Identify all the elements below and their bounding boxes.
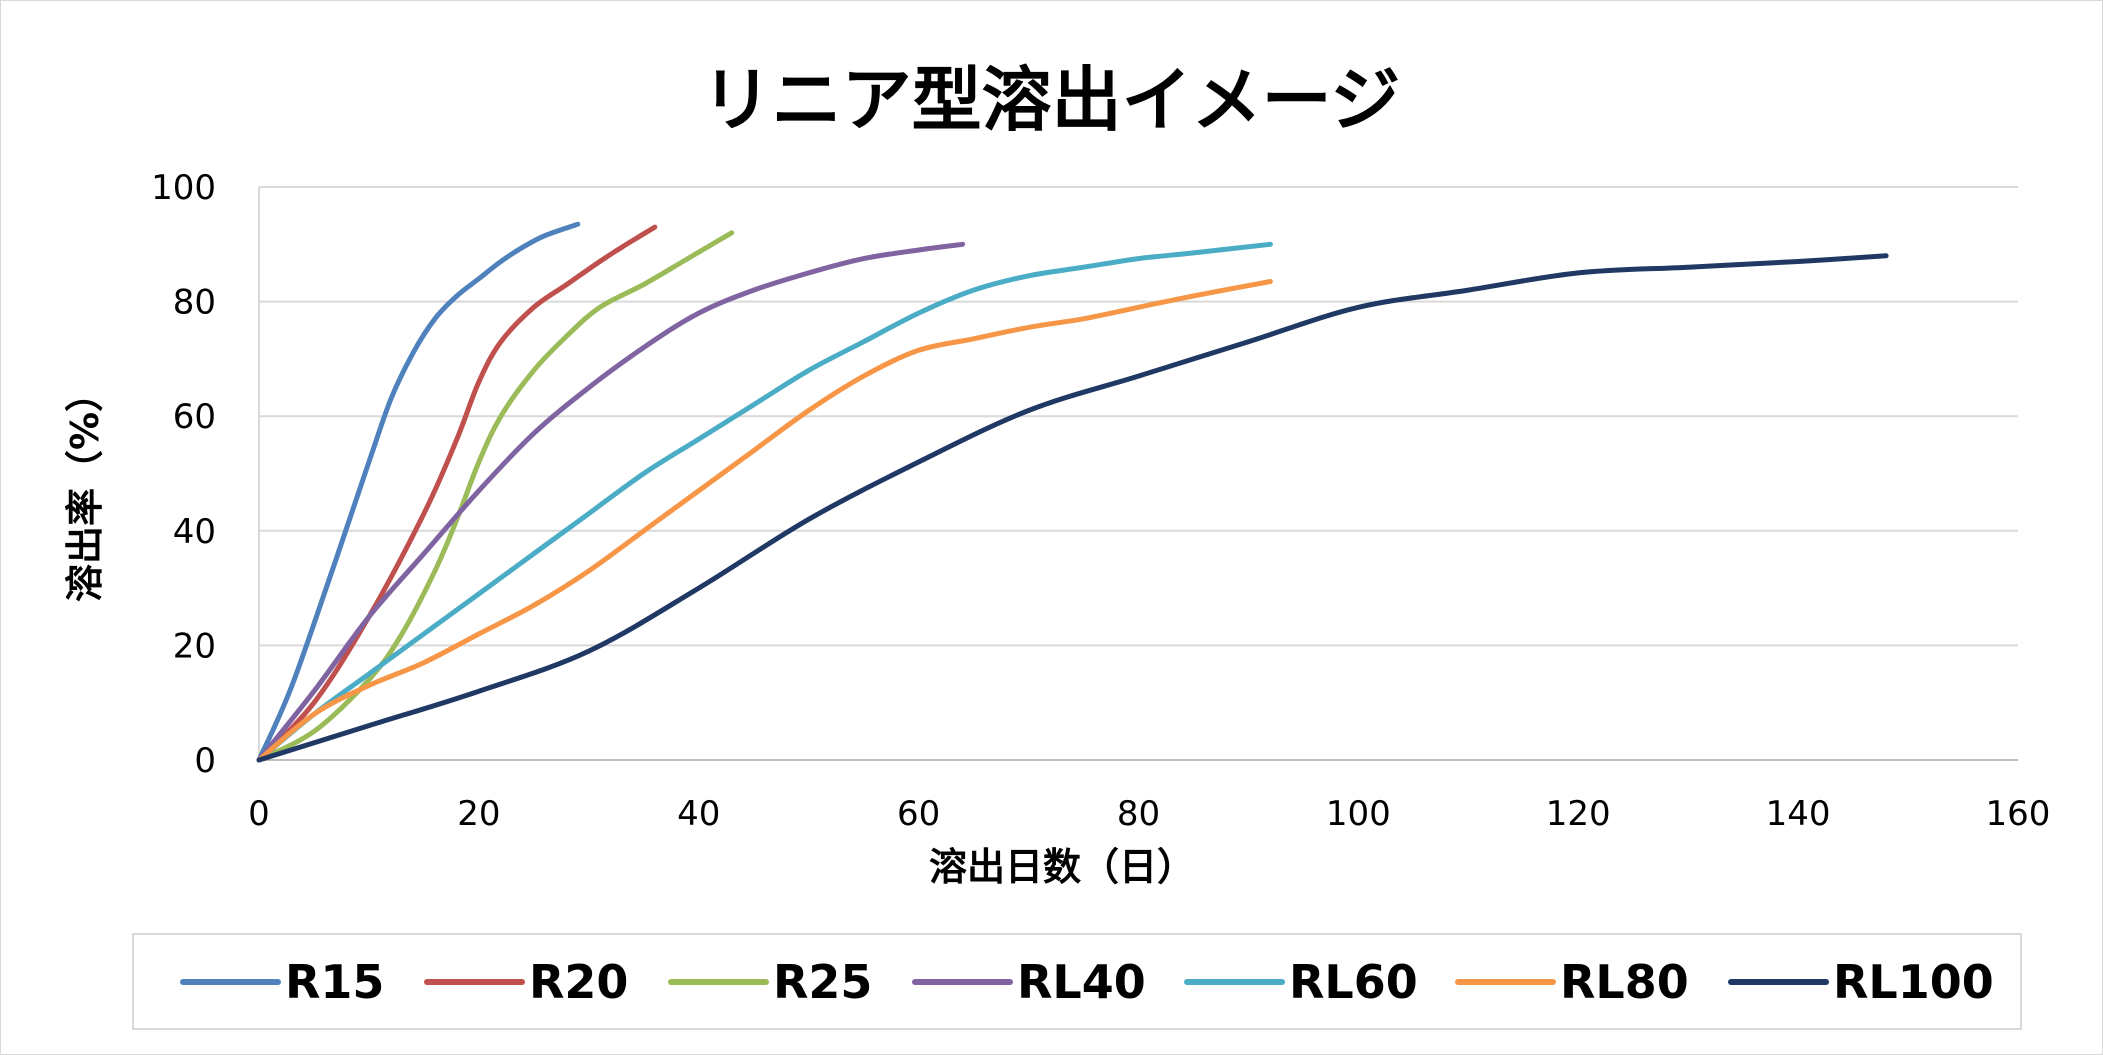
x-tick-label: 120: [1546, 794, 1611, 834]
legend-label-r25: R25: [773, 955, 872, 1009]
x-tick-label: 40: [677, 794, 720, 834]
x-tick-label: 160: [1986, 794, 2051, 834]
series-lines: [256, 221, 1889, 763]
legend-label-rl60: RL60: [1289, 955, 1418, 1009]
y-tick-label: 80: [173, 283, 216, 323]
x-tick-label: 60: [897, 794, 940, 834]
y-tick-label: 40: [173, 512, 216, 552]
legend-label-r15: R15: [285, 955, 384, 1009]
series-line-r20: [256, 224, 658, 763]
legend-label-rl40: RL40: [1017, 955, 1146, 1009]
legend-label-rl80: RL80: [1560, 955, 1689, 1009]
series-line-rl60: [256, 241, 1273, 763]
x-tick-label: 140: [1766, 794, 1831, 834]
legend-label-rl100: RL100: [1833, 955, 1994, 1009]
y-tick-label: 20: [173, 626, 216, 666]
series-line-rl40: [256, 241, 966, 763]
series-line-rl80: [256, 279, 1273, 763]
y-tick-label: 0: [194, 741, 216, 781]
legend-label-r20: R20: [529, 955, 628, 1009]
series-line-rl100: [256, 253, 1889, 763]
y-tick-label: 100: [151, 168, 216, 208]
x-tick-label: 80: [1117, 794, 1160, 834]
y-axis-label: 溶出率（%）: [63, 374, 107, 602]
y-tick-label: 60: [173, 397, 216, 437]
gridlines: [259, 186, 2018, 647]
legend: R15 R20 R25 RL40 RL60 RL80 RL100: [180, 955, 1994, 1009]
x-tick-labels: 0 20 40 60 80 100 120 140 160: [248, 794, 2050, 834]
x-axis-label: 溶出日数（日）: [929, 845, 1195, 889]
axes: [258, 187, 2018, 761]
chart-title: リニア型溶出イメージ: [702, 59, 1401, 141]
x-tick-label: 100: [1326, 794, 1391, 834]
x-tick-label: 0: [248, 794, 270, 834]
x-tick-label: 20: [457, 794, 500, 834]
series-line-r25: [256, 230, 735, 763]
y-tick-labels: 0 20 40 60 80 100: [151, 168, 216, 781]
series-line-r15: [256, 221, 581, 763]
